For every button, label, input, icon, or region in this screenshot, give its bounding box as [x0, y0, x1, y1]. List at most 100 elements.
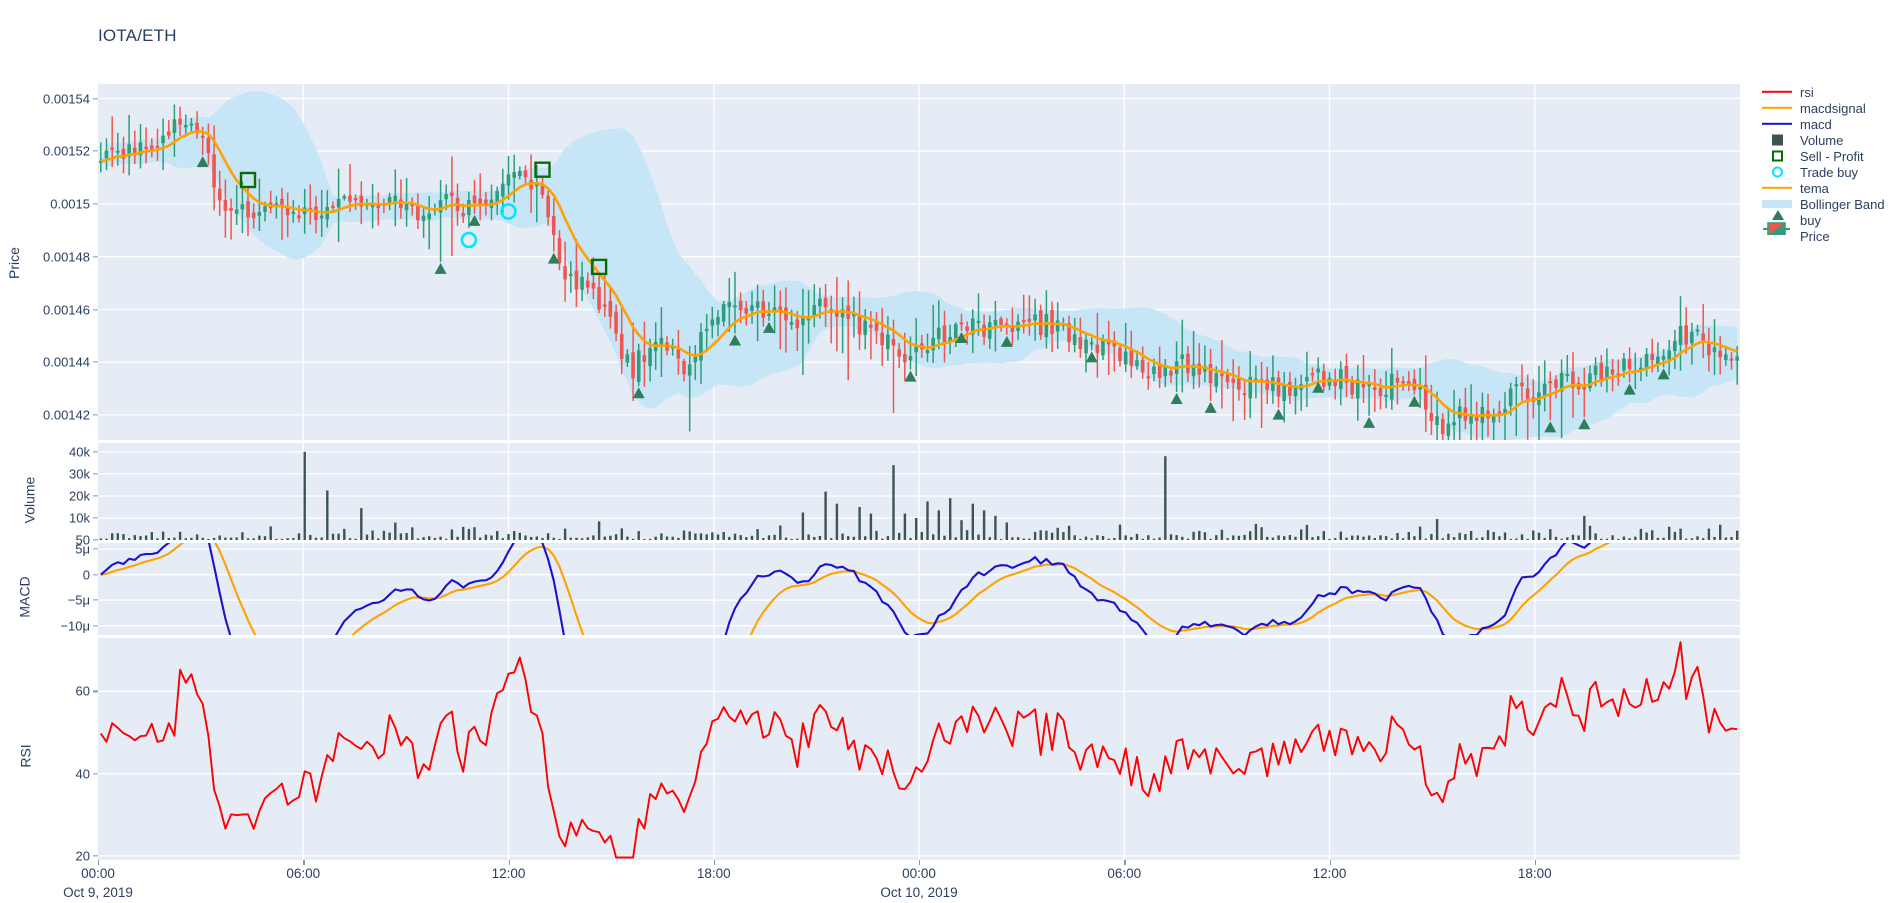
legend-item-bollinger-band[interactable]: Bollinger Band [1758, 196, 1890, 212]
legend-item-label: rsi [1800, 84, 1814, 100]
price-axis-title: Price [5, 247, 22, 279]
volume-y-tickmark [93, 473, 98, 475]
x-tickmark [919, 860, 921, 865]
legend-item-buy[interactable]: buy [1758, 210, 1890, 228]
legend-item-label: macd [1800, 116, 1832, 132]
macd-y-tickmark [93, 574, 98, 576]
price-y-tickmark [93, 150, 98, 152]
legend-item-label: Sell - Profit [1800, 148, 1864, 164]
swatch [1762, 106, 1792, 110]
price-y-tickmark [93, 256, 98, 258]
price-y-tickmark [93, 361, 98, 363]
rsi-plot-area[interactable] [98, 638, 1740, 860]
x-tickmark [1124, 860, 1126, 865]
x-tickmark [1534, 860, 1537, 865]
line-swatch-icon [1758, 84, 1796, 100]
x-tick-label: 06:00 [286, 866, 321, 881]
legend-item-trade-buy[interactable]: Trade buy [1758, 164, 1890, 180]
price-y-tickmark [93, 308, 98, 311]
x-tick-label: 18:00 [1517, 866, 1552, 881]
page-title: IOTA/ETH [98, 26, 177, 45]
legend-item-label: Bollinger Band [1800, 196, 1885, 212]
rsi-y-tick: 60 [75, 683, 90, 699]
x-tickmark [1329, 860, 1331, 865]
rsi-panel [98, 638, 1740, 860]
volume-y-tickmark [93, 517, 98, 519]
rsi-y-tickmark [93, 690, 98, 693]
swatch [1762, 122, 1792, 126]
volume-y-tick: 30k [69, 466, 90, 482]
swatch [1762, 90, 1792, 94]
swatch [1772, 150, 1783, 162]
swatch [1762, 200, 1792, 208]
line-swatch-icon [1758, 100, 1796, 116]
line-swatch-icon [1758, 180, 1796, 196]
swatch [1763, 222, 1790, 235]
legend-item-label: Trade buy [1800, 164, 1859, 180]
macd-y-tickmark [93, 625, 98, 627]
legend-item-label: buy [1800, 212, 1821, 228]
macd-y-tick: −5μ [67, 592, 90, 608]
rsi-y-tick: 40 [75, 766, 90, 782]
x-tickmark [508, 860, 510, 865]
hollow-square-icon [1758, 148, 1796, 164]
x-tickmark [98, 860, 100, 865]
macd-y-tick: 5μ [75, 541, 90, 557]
x-tick-label: 12:00 [1312, 866, 1347, 881]
rsi-y-tickmark [93, 773, 98, 775]
x-tick-label: 18:00 [696, 866, 731, 881]
band-swatch-icon [1758, 196, 1796, 212]
legend-item-volume[interactable]: Volume [1758, 132, 1890, 148]
legend-item-label: macdsignal [1800, 100, 1866, 116]
volume-y-tickmark [93, 539, 98, 541]
rsi-axis-title: RSI [17, 744, 34, 768]
macd-plot-area[interactable] [98, 543, 1740, 635]
swatch [1772, 166, 1783, 178]
price-y-tick: 0.0015 [50, 196, 90, 212]
swatch [1762, 186, 1792, 190]
x-tick-label: 00:00 [81, 866, 115, 881]
volume-y-tick: 40k [69, 444, 90, 460]
macd-panel [98, 543, 1740, 635]
x-tick-label: 06:00 [1107, 866, 1142, 881]
legend-item-macdsignal[interactable]: macdsignal [1758, 100, 1890, 116]
macd-axis-title: MACD [16, 576, 33, 618]
swatch [1772, 210, 1784, 220]
legend-item-label: Price [1800, 228, 1830, 244]
hollow-circle-icon [1758, 164, 1796, 180]
price-y-tick: 0.00146 [43, 302, 90, 317]
legend-item-tema[interactable]: tema [1758, 180, 1890, 196]
price-y-tick: 0.00148 [43, 249, 90, 265]
price-y-tick: 0.00144 [43, 354, 90, 370]
volume-y-tick: 50 [75, 532, 90, 548]
price-y-tickmark [93, 97, 98, 100]
price-y-tick: 0.00154 [43, 91, 90, 106]
legend-item-rsi[interactable]: rsi [1758, 84, 1890, 100]
filled-square-icon [1758, 132, 1796, 148]
chart-legend: rsi macdsignal macd Volume Sell - Profit Trad… [1758, 84, 1890, 244]
price-plot-area[interactable] [98, 84, 1740, 440]
x-day-label: Oct 10, 2019 [880, 885, 958, 900]
macd-y-tickmark [93, 599, 98, 601]
x-tickmark [713, 860, 716, 865]
volume-y-tickmark [93, 451, 98, 453]
volume-plot-area[interactable] [98, 443, 1740, 540]
legend-item-sell-profit[interactable]: Sell - Profit [1758, 148, 1890, 164]
macd-y-tickmark [93, 548, 98, 550]
price-y-tick: 0.00152 [43, 143, 90, 159]
price-y-tickmark [93, 414, 98, 416]
rsi-y-tick: 20 [75, 848, 90, 864]
x-day-label: Oct 9, 2019 [63, 885, 133, 900]
x-tickmark [303, 860, 305, 865]
legend-item-macd[interactable]: macd [1758, 116, 1890, 132]
triangle-up-icon [1758, 210, 1796, 228]
macd-y-tick: −10μ [60, 618, 90, 634]
x-tick-label: 00:00 [902, 866, 936, 881]
candlestick-icon [1758, 222, 1796, 244]
price-panel [98, 84, 1740, 440]
macd-y-tick: 0 [82, 567, 90, 583]
volume-y-tick: 10k [69, 510, 90, 526]
legend-item-price[interactable]: Price [1758, 222, 1890, 244]
rsi-y-tickmark [93, 855, 98, 857]
